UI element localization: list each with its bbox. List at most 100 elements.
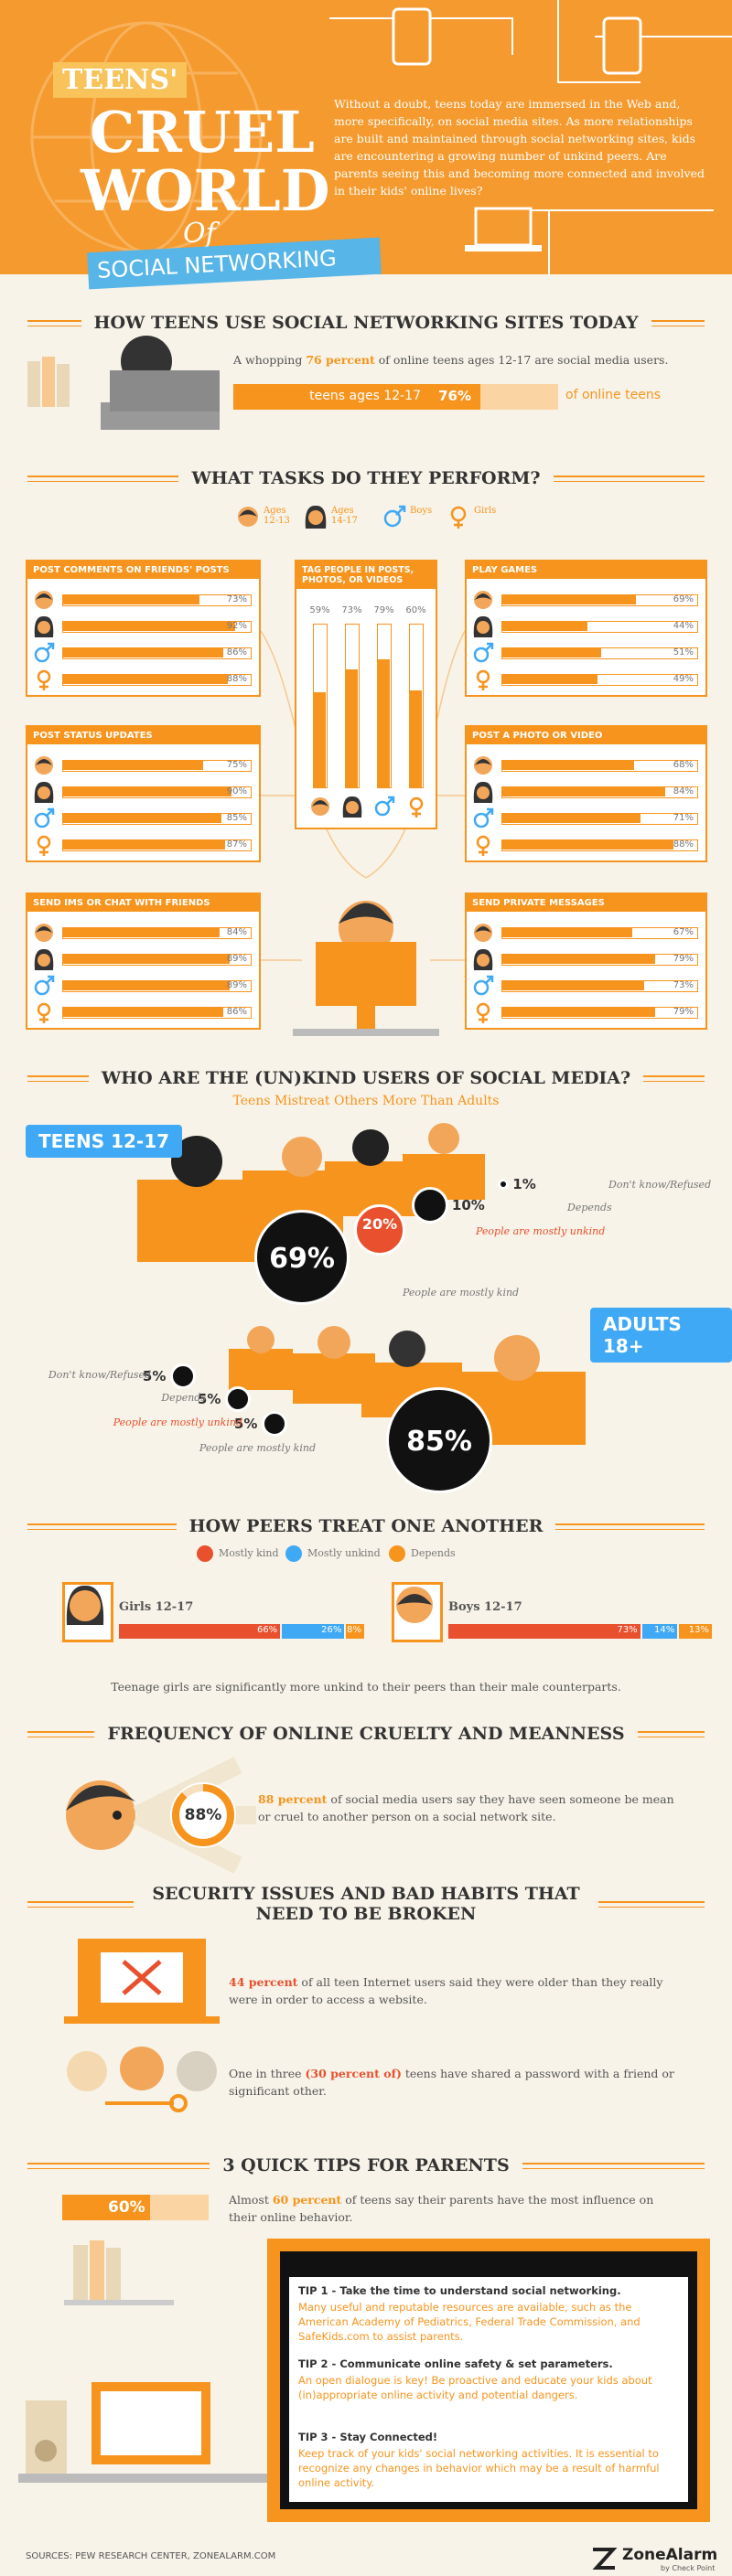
text: of all teen Internet users said they wer… — [229, 1975, 663, 2006]
graphic — [38, 954, 50, 967]
bar — [502, 761, 635, 770]
graphic — [473, 781, 493, 803]
section-heading: SECURITY ISSUES AND BAD HABITS THAT NEED… — [27, 1884, 705, 1924]
bar — [502, 981, 644, 990]
book — [42, 357, 55, 407]
bar-value: 59% — [309, 605, 330, 615]
graphic — [476, 1002, 490, 1023]
head — [494, 1335, 540, 1381]
bar-value: 73% — [673, 980, 694, 990]
bar — [63, 1008, 224, 1017]
bar — [63, 981, 230, 990]
legend-icon — [382, 505, 406, 529]
hair — [339, 903, 393, 924]
donut-arc — [172, 1784, 234, 1846]
bar-track: 79% — [501, 1007, 698, 1019]
screen — [101, 1952, 183, 2003]
legend-label: Mostly kind — [219, 1547, 279, 1559]
kind-label: People are mostly unkind — [476, 1225, 606, 1237]
bar — [502, 814, 640, 823]
graphic — [479, 682, 488, 690]
row-icon — [33, 948, 55, 970]
face — [66, 1780, 135, 1850]
bar-track: 86% — [62, 647, 252, 659]
bar-track: 79% — [501, 954, 698, 966]
monitor — [229, 1349, 293, 1390]
title-teens: TEENS' — [53, 62, 188, 98]
phone-icon — [392, 7, 432, 66]
bar-value: 87% — [226, 839, 247, 850]
bar-track: 84% — [501, 786, 698, 798]
phone-icon — [602, 16, 642, 75]
heading-text: SECURITY ISSUES AND BAD HABITS THAT NEED… — [152, 1884, 580, 1924]
graphic — [45, 642, 55, 652]
kind-value: 20% — [361, 1215, 398, 1233]
graphic — [39, 848, 48, 856]
keyboard — [64, 2016, 220, 2024]
row-icon — [472, 834, 494, 856]
graphic — [397, 1594, 432, 1605]
heading-text: HOW TEENS USE SOCIAL NETWORKING SITES TO… — [93, 313, 639, 333]
graphic — [395, 505, 406, 516]
panel-title: POST STATUS UPDATES — [27, 727, 259, 744]
highlight: (30 percent of) — [305, 2067, 402, 2080]
graphic — [170, 1782, 236, 1848]
legend-label: Girls — [474, 506, 497, 516]
tip-body: An open dialogue is key! Be proactive an… — [298, 2374, 652, 2401]
zonealarm-logo — [592, 2548, 618, 2570]
note: Teenage girls are significantly more unk… — [111, 1680, 621, 1694]
panel-title: SEND IMS OR CHAT WITH FRIENDS — [27, 894, 259, 912]
kind-label: People are mostly kind — [403, 1287, 520, 1299]
row-icon — [33, 834, 55, 856]
legend-swatch — [285, 1545, 302, 1562]
bar — [502, 787, 666, 796]
teens-badge: TEENS 12-17 — [26, 1125, 183, 1158]
bar-segment: 8% — [346, 1624, 364, 1639]
graphic — [310, 797, 329, 816]
graphic — [70, 1590, 101, 1621]
head — [318, 1326, 350, 1359]
bar-value: 92% — [226, 621, 247, 631]
bar-value: 71% — [673, 813, 694, 823]
face — [67, 2051, 107, 2091]
face — [120, 2047, 164, 2090]
graphic — [450, 506, 467, 529]
row-icon — [472, 781, 494, 803]
tip-body: Keep track of your kids' social networki… — [298, 2447, 660, 2489]
bar-track: 68% — [501, 760, 698, 772]
graphic — [396, 1587, 433, 1623]
bar-track: 75% — [62, 760, 252, 772]
graphic — [476, 669, 490, 684]
heading-line — [651, 319, 705, 326]
graphic — [35, 591, 53, 609]
title-cruel: CRUEL — [90, 99, 315, 166]
bar-track: 85% — [62, 813, 252, 825]
kind-circle — [385, 1386, 493, 1494]
group-name: Boys 12-17 — [448, 1600, 522, 1614]
bar-suffix: of online teens — [565, 388, 661, 402]
graphic — [238, 507, 258, 527]
legend-swatch — [197, 1545, 213, 1562]
person — [121, 336, 172, 387]
graphic — [37, 1002, 51, 1023]
segment-label: 13% — [688, 1625, 709, 1635]
bar-value: 73% — [341, 605, 362, 615]
section-heading: 3 QUICK TIPS FOR PARENTS — [27, 2155, 705, 2175]
graphic — [473, 647, 490, 663]
person — [339, 901, 393, 956]
graphic — [484, 807, 494, 818]
bar-segment: 13% — [679, 1624, 712, 1639]
graphic — [34, 975, 55, 996]
heading-line — [637, 1730, 705, 1737]
bar-value: 86% — [226, 647, 247, 657]
legend-icon — [447, 505, 470, 529]
graphic — [396, 1587, 433, 1623]
graphic — [477, 786, 490, 799]
heading-line — [27, 319, 81, 326]
kind-circle — [353, 1203, 406, 1256]
bar-value: 84% — [226, 927, 247, 937]
adults-badge: ADULTS 18+ — [590, 1308, 732, 1363]
bar-track: 67% — [501, 927, 698, 939]
bar-value: 67% — [673, 927, 694, 937]
